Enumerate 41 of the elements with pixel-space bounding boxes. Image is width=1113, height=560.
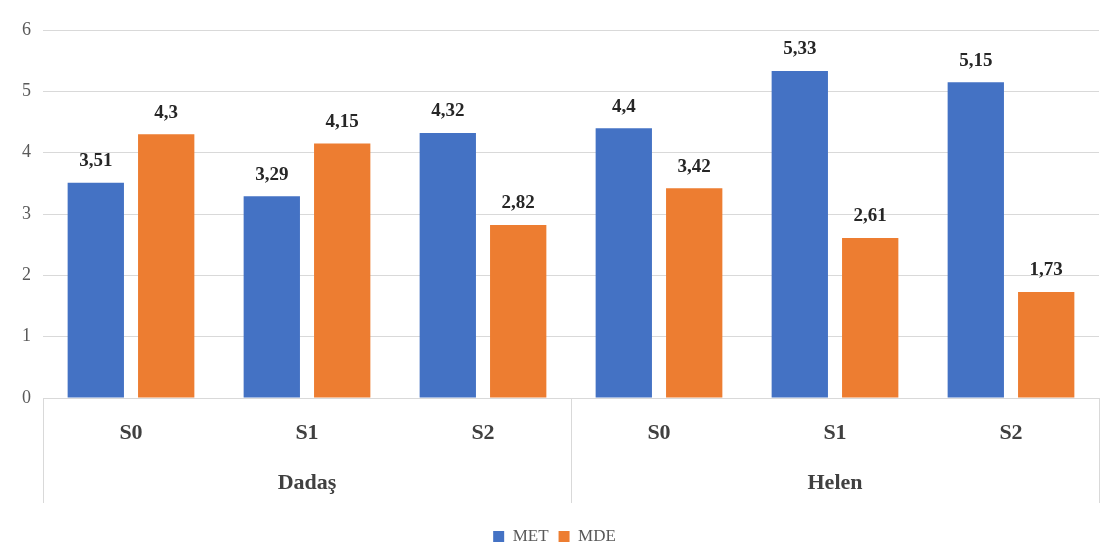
y-tick-label: 0 (22, 386, 31, 407)
bar (67, 182, 124, 398)
data-label: 4,3 (154, 100, 179, 122)
data-label: 3,42 (677, 154, 711, 176)
x-tick-label: S2 (999, 418, 1023, 444)
y-tick-label: 4 (22, 141, 31, 162)
data-label: 3,29 (255, 162, 289, 184)
y-tick-label: 3 (22, 202, 31, 223)
bar (842, 237, 899, 398)
data-label: 2,82 (501, 191, 535, 213)
data-label: 5,15 (959, 48, 993, 70)
bar (243, 196, 300, 398)
bar (595, 128, 652, 398)
data-label: 3,51 (79, 149, 113, 171)
data-label: 1,73 (1029, 258, 1063, 280)
bar (666, 188, 723, 398)
y-tick-label: 5 (22, 80, 31, 101)
legend-label: MET (512, 525, 550, 545)
text: Helen (807, 468, 863, 494)
text: Dadaş (277, 468, 337, 494)
data-label: 4,32 (431, 99, 465, 121)
bar (1018, 291, 1075, 398)
bar (490, 225, 547, 398)
x-tick-label: S0 (647, 418, 671, 444)
data-label: 5,33 (783, 37, 817, 59)
bar (947, 82, 1004, 398)
bar (771, 71, 828, 398)
data-label: 2,61 (853, 204, 887, 226)
bar (314, 143, 371, 398)
bar (419, 133, 476, 398)
y-tick-label: 2 (22, 264, 31, 285)
legend-label: MDE (578, 525, 616, 545)
y-tick-label: 6 (22, 18, 31, 39)
x-tick-label: S1 (823, 418, 847, 444)
x-tick-label: S0 (119, 418, 143, 444)
data-label: 4,4 (611, 94, 637, 116)
bar (138, 134, 195, 398)
data-label: 4,15 (325, 109, 359, 131)
x-tick-label: S1 (295, 418, 319, 444)
y-tick-label: 1 (22, 325, 31, 346)
x-tick-label: S2 (471, 418, 495, 444)
